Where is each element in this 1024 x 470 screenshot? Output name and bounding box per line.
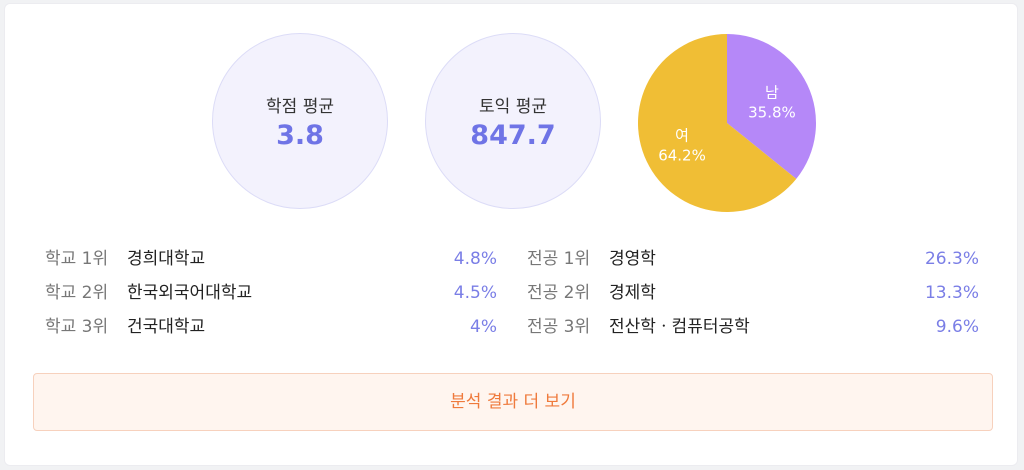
major-rank-name: 경제학 — [609, 283, 656, 303]
analysis-card: 학점 평균 3.8 토익 평균 847.7 남 35.8% 여 64.2% 학교 1위… — [4, 3, 1018, 466]
major-rank-name: 경영학 — [609, 249, 656, 269]
pie-slice-0 — [727, 34, 816, 179]
school-rank-row: 학교 3위 건국대학교 4% — [45, 312, 497, 342]
toeic-average-value: 847.7 — [470, 120, 556, 151]
toeic-average-circle: 토익 평균 847.7 — [425, 33, 601, 209]
major-rank-row: 전공 3위 전산학ㆍ컴퓨터공학 9.6% — [527, 312, 979, 342]
major-rank-label: 전공 3위 — [527, 317, 591, 337]
school-rank-row: 학교 1위 경희대학교 4.8% — [45, 244, 497, 274]
school-rank-row: 학교 2위 한국외국어대학교 4.5% — [45, 278, 497, 308]
gpa-average-value: 3.8 — [276, 120, 324, 151]
pie-slice-percent: 64.2% — [658, 147, 706, 165]
pie-slice-percent: 35.8% — [748, 103, 796, 121]
school-rank-percent: 4% — [470, 317, 497, 337]
major-rank-label: 전공 2위 — [527, 283, 591, 303]
major-rank-name: 전산학ㆍ컴퓨터공학 — [609, 317, 750, 337]
gpa-average-label: 학점 평균 — [266, 97, 334, 117]
school-rank-label: 학교 1위 — [45, 249, 109, 269]
school-rank-percent: 4.5% — [453, 283, 497, 303]
view-more-analysis-button[interactable]: 분석 결과 더 보기 — [33, 373, 993, 431]
school-rank-label: 학교 2위 — [45, 283, 109, 303]
pie-slice-1 — [638, 34, 797, 212]
pie-slice-label: 여 — [675, 127, 689, 145]
pie-slice-label: 남 — [765, 83, 779, 101]
major-rank-row: 전공 1위 경영학 26.3% — [527, 244, 979, 274]
school-rank-percent: 4.8% — [453, 249, 497, 269]
school-rank-name: 건국대학교 — [127, 317, 206, 337]
major-rank-row: 전공 2위 경제학 13.3% — [527, 278, 979, 308]
major-rank-percent: 13.3% — [924, 283, 979, 303]
major-rank-percent: 9.6% — [935, 317, 979, 337]
gender-pie-chart: 남 35.8% 여 64.2% — [638, 34, 816, 212]
gpa-average-circle: 학점 평균 3.8 — [212, 33, 388, 209]
school-rank-name: 한국외국어대학교 — [127, 283, 253, 303]
major-rank-percent: 26.3% — [924, 249, 979, 269]
major-rank-label: 전공 1위 — [527, 249, 591, 269]
school-rank-name: 경희대학교 — [127, 249, 206, 269]
toeic-average-label: 토익 평균 — [479, 97, 547, 117]
school-rank-label: 학교 3위 — [45, 317, 109, 337]
